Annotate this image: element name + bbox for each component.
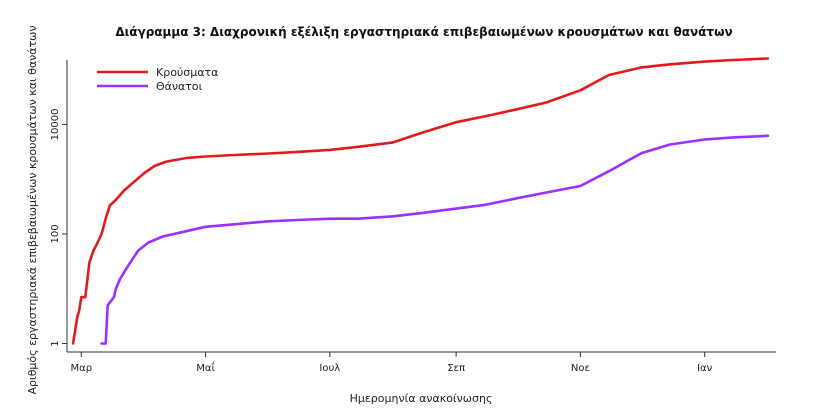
series-line-2	[100, 134, 770, 345]
y-tick-label: 1	[50, 340, 61, 346]
x-tick-label: Νοε	[571, 363, 590, 374]
x-axis-title: Ημερομηνία ανακοίνωσης	[350, 392, 493, 405]
x-tick-label: Σεπ	[447, 363, 465, 374]
x-tick-label: Ιουλ	[319, 363, 340, 374]
x-tick-label: Ιαν	[697, 363, 713, 374]
y-tick-label: 100	[50, 224, 61, 243]
y-axis-title: Αριθμός εργαστηριακά επιβεβαιωμένων κρου…	[26, 25, 39, 394]
series-line-1	[71, 57, 770, 345]
y-axis-ticks: 1 100 10000	[50, 109, 67, 347]
y-tick-label: 10000	[50, 109, 61, 141]
series-lines	[71, 57, 770, 345]
x-axis-ticks: Μαρ Μαΐ Ιουλ Σεπ Νοε Ιαν	[70, 352, 713, 374]
chart-title: Διάγραμμα 3: Διαχρονική εξέλιξη εργαστηρ…	[115, 25, 732, 39]
legend-label-2: Θάνατοι	[156, 80, 203, 93]
x-tick-label: Μαρ	[70, 363, 92, 374]
legend-label-1: Κρούσματα	[156, 66, 218, 79]
x-tick-label: Μαΐ	[196, 360, 215, 374]
